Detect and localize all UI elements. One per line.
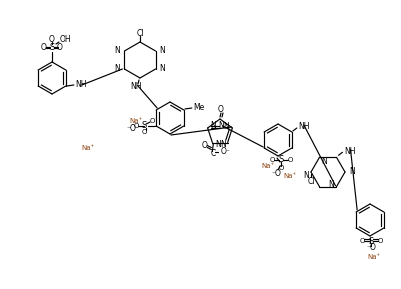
Text: ⁻O: ⁻O — [126, 125, 136, 134]
Text: Na⁺: Na⁺ — [81, 145, 94, 151]
Text: N: N — [215, 140, 221, 149]
Text: C: C — [210, 149, 215, 158]
Text: N: N — [223, 123, 229, 131]
Text: Na⁺: Na⁺ — [283, 173, 296, 179]
Text: O: O — [358, 238, 364, 244]
Text: S: S — [277, 155, 283, 164]
Text: N: N — [348, 168, 354, 177]
Text: N: N — [114, 47, 120, 55]
Text: N: N — [328, 180, 334, 189]
Text: OH: OH — [60, 36, 71, 45]
Text: S: S — [141, 121, 146, 131]
Text: N: N — [302, 171, 308, 181]
Text: N: N — [217, 121, 223, 130]
Text: O: O — [277, 165, 283, 171]
Text: O: O — [269, 157, 274, 163]
Text: Na⁺: Na⁺ — [129, 118, 142, 124]
Text: O: O — [149, 118, 154, 124]
Text: NH: NH — [130, 82, 142, 92]
Text: S: S — [367, 236, 373, 245]
Text: N: N — [159, 47, 165, 55]
Text: ⁻O: ⁻O — [270, 168, 280, 177]
Text: O⁻: O⁻ — [220, 147, 230, 156]
Text: NH: NH — [297, 123, 309, 131]
Text: ⁻O: ⁻O — [365, 244, 375, 253]
Text: O: O — [57, 44, 63, 53]
Text: Me: Me — [192, 103, 204, 112]
Text: N: N — [219, 140, 225, 149]
Text: O: O — [133, 123, 138, 129]
Text: NH: NH — [75, 81, 86, 90]
Text: S: S — [49, 44, 55, 53]
Text: O: O — [377, 238, 382, 244]
Text: O: O — [41, 44, 47, 53]
Text: O: O — [217, 105, 223, 114]
Text: N: N — [159, 64, 165, 73]
Text: O: O — [49, 36, 55, 45]
Text: NH: NH — [344, 147, 355, 156]
Text: N: N — [209, 121, 215, 130]
Text: Cl: Cl — [136, 29, 144, 38]
Text: O: O — [141, 129, 146, 135]
Text: O: O — [201, 141, 207, 150]
Text: Cl: Cl — [306, 177, 314, 186]
Text: N: N — [114, 64, 120, 73]
Text: N: N — [321, 157, 326, 166]
Text: Na⁺: Na⁺ — [261, 163, 274, 169]
Text: Na⁺: Na⁺ — [367, 254, 380, 260]
Text: O: O — [287, 157, 292, 163]
